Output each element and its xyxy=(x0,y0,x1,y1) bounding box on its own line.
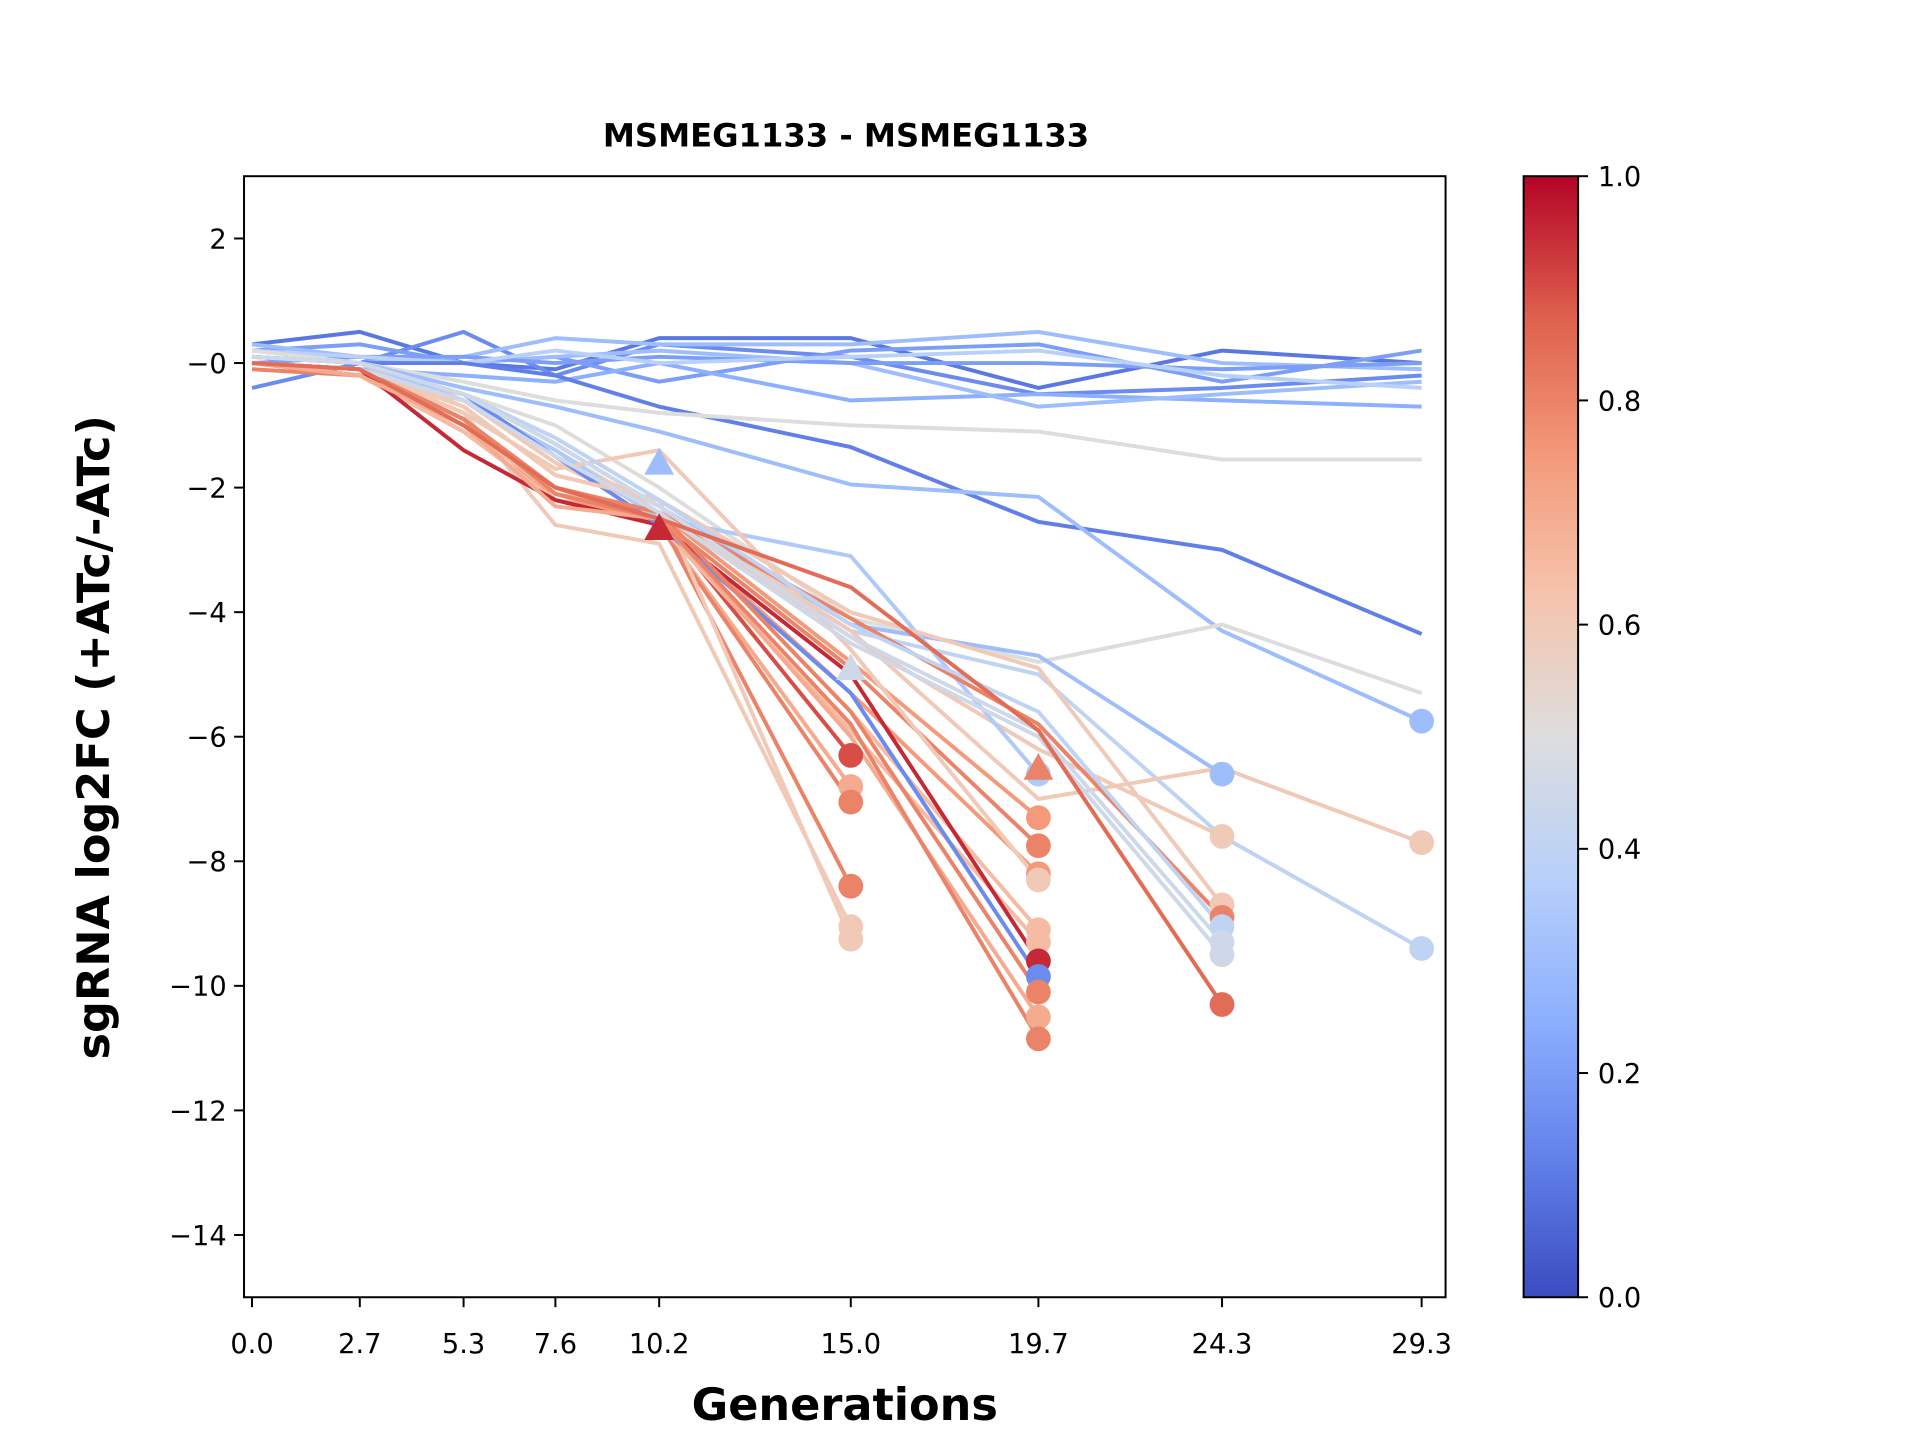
end-point-marker xyxy=(838,789,864,815)
series-line xyxy=(251,329,1422,372)
colorbar-tick-label: 0.6 xyxy=(1598,611,1641,642)
plot-area xyxy=(251,329,1435,1052)
y-axis: 2 −0 −2 −4 −6 −8 −10 −12 −14 xyxy=(169,224,245,1252)
series-line xyxy=(251,354,1040,776)
series-line xyxy=(251,354,1224,928)
y-tick-label: 2 xyxy=(209,224,226,255)
end-point-marker xyxy=(1409,830,1435,855)
y-axis-label: sgRNA log2FC (+ATc/-ATc) xyxy=(68,415,120,1059)
x-tick-label: 0.0 xyxy=(230,1329,273,1360)
series-line xyxy=(251,348,1422,390)
colorbar-tick-label: 0.2 xyxy=(1598,1059,1641,1090)
series-line xyxy=(251,361,1224,956)
series-line xyxy=(251,361,1040,944)
x-tick-label: 19.7 xyxy=(1008,1329,1069,1360)
end-point-marker xyxy=(1209,823,1235,849)
series-line xyxy=(251,361,1040,848)
triangle-marker xyxy=(644,513,675,540)
y-tick-label: −4 xyxy=(187,598,227,629)
series-line xyxy=(251,354,1224,944)
colorbar xyxy=(1522,175,1580,1299)
x-tick-label: 29.3 xyxy=(1391,1329,1452,1360)
colorbar-tick-label: 0.0 xyxy=(1598,1283,1641,1314)
series-line xyxy=(251,348,1422,462)
series-line xyxy=(251,361,1041,1040)
end-point-marker xyxy=(1409,936,1435,961)
y-tick-label: −6 xyxy=(187,723,227,754)
y-tick-label: −14 xyxy=(169,1221,227,1252)
series-line xyxy=(251,354,1423,723)
x-tick-label: 24.3 xyxy=(1192,1329,1253,1360)
colorbar-axis: 0.0 0.2 0.4 0.6 0.8 1.0 xyxy=(1578,162,1641,1314)
end-point-marker xyxy=(1026,929,1051,955)
y-tick-label: −0 xyxy=(187,349,227,380)
series-line xyxy=(251,354,1423,636)
series-line xyxy=(251,342,1422,384)
end-point-marker xyxy=(1409,708,1435,734)
colorbar-tick-label: 1.0 xyxy=(1598,162,1641,193)
end-point-marker xyxy=(1026,979,1051,1005)
end-point-marker xyxy=(1026,833,1051,859)
end-point-marker xyxy=(838,873,864,899)
x-tick-label: 10.2 xyxy=(629,1329,690,1360)
end-point-marker xyxy=(1026,1004,1051,1030)
end-point-marker xyxy=(1026,805,1051,831)
x-axis: 0.0 2.7 5.3 7.6 10.2 15.0 19.7 24.3 29.3 xyxy=(230,1297,1452,1360)
end-point-marker xyxy=(838,926,864,952)
y-tick-label: −10 xyxy=(169,972,227,1003)
end-point-marker xyxy=(1209,992,1235,1017)
colorbar-tick-label: 0.8 xyxy=(1598,386,1641,417)
end-point-marker xyxy=(1026,867,1051,893)
series-line xyxy=(251,354,853,940)
x-tick-label: 5.3 xyxy=(442,1329,485,1360)
y-tick-label: −2 xyxy=(187,474,227,505)
end-point-marker xyxy=(1026,1026,1051,1052)
y-tick-label: −8 xyxy=(187,847,227,878)
series-line xyxy=(251,361,1040,820)
x-axis-label: Generations xyxy=(692,1379,998,1431)
series-line xyxy=(251,361,1224,1006)
end-point-marker xyxy=(1209,942,1235,968)
triangle-marker xyxy=(644,447,675,475)
series-line xyxy=(251,361,1040,882)
series-line xyxy=(251,354,1041,978)
chart-title: MSMEG1133 - MSMEG1133 xyxy=(603,116,1089,154)
triangle-marker xyxy=(835,653,866,681)
x-tick-label: 2.7 xyxy=(338,1329,381,1360)
series-line xyxy=(251,361,1041,1019)
x-tick-label: 7.6 xyxy=(534,1329,577,1360)
end-point-marker xyxy=(838,743,864,768)
series-line xyxy=(251,329,1422,390)
end-point-marker xyxy=(1209,761,1235,787)
y-tick-label: −12 xyxy=(169,1096,227,1127)
x-tick-label: 15.0 xyxy=(820,1329,881,1360)
colorbar-tick-label: 0.4 xyxy=(1598,835,1641,866)
triangle-marker xyxy=(1023,752,1054,780)
